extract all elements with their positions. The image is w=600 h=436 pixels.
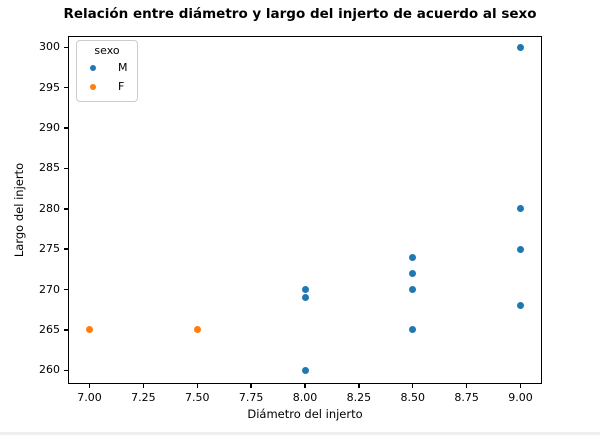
legend-entry-label: M — [118, 60, 128, 74]
data-point-M — [409, 269, 417, 277]
data-point-M — [409, 326, 417, 334]
x-tick-label: 8.25 — [346, 391, 372, 404]
legend-marker-icon — [90, 83, 96, 90]
y-tick-mark — [64, 369, 68, 372]
legend-entry-label: F — [118, 79, 125, 93]
x-tick-mark — [88, 384, 91, 388]
legend-item-M: M — [77, 58, 137, 77]
data-point-M — [409, 286, 417, 294]
x-tick-label: 8.00 — [292, 391, 318, 404]
data-point-M — [301, 366, 309, 374]
y-tick-mark — [64, 86, 68, 89]
x-tick-mark — [519, 384, 522, 388]
data-point-M — [301, 286, 309, 294]
data-point-M — [516, 43, 524, 51]
y-tick-label: 265 — [39, 322, 60, 336]
x-tick-mark — [142, 384, 145, 388]
y-tick-label: 270 — [39, 282, 60, 296]
legend-marker-icon — [90, 64, 96, 71]
x-tick-mark — [304, 384, 306, 388]
y-tick-label: 275 — [39, 242, 60, 256]
y-tick-label: 300 — [39, 40, 60, 54]
y-tick-label: 260 — [39, 363, 60, 377]
y-tick-mark — [64, 127, 68, 129]
x-tick-label: 8.50 — [400, 391, 425, 404]
y-tick-label: 285 — [39, 161, 60, 175]
x-tick-label: 7.25 — [131, 391, 156, 404]
data-point-F — [193, 326, 201, 334]
y-tick-mark — [64, 46, 68, 49]
y-tick-mark — [64, 167, 68, 170]
x-axis-title: Diámetro del injerto — [247, 407, 363, 421]
data-point-M — [409, 253, 417, 261]
x-tick-label: 7.50 — [185, 391, 210, 404]
legend-title: sexo — [94, 44, 120, 57]
y-tick-mark — [64, 329, 68, 331]
x-tick-label: 9.00 — [508, 391, 533, 404]
x-tick-mark — [358, 384, 360, 388]
legend-item-F: F — [77, 77, 137, 96]
y-tick-mark — [64, 208, 68, 210]
data-point-M — [516, 205, 524, 213]
x-tick-label: 7.75 — [238, 391, 264, 404]
x-tick-mark — [196, 384, 199, 388]
data-point-M — [516, 245, 524, 253]
chart-title: Relación entre diámetro y largo del inje… — [63, 6, 537, 22]
data-point-M — [516, 302, 524, 310]
x-tick-mark — [250, 384, 252, 388]
y-tick-label: 290 — [39, 121, 60, 135]
y-tick-label: 280 — [39, 201, 60, 215]
x-tick-label: 7.00 — [77, 391, 102, 404]
window-edge-artifact — [0, 432, 600, 435]
y-tick-mark — [64, 288, 68, 291]
x-tick-mark — [411, 384, 414, 388]
x-tick-mark — [465, 384, 468, 388]
y-tick-mark — [64, 248, 68, 250]
data-point-F — [86, 326, 94, 334]
x-tick-label: 8.75 — [454, 391, 479, 404]
data-point-M — [301, 294, 309, 302]
y-tick-label: 295 — [39, 80, 60, 94]
